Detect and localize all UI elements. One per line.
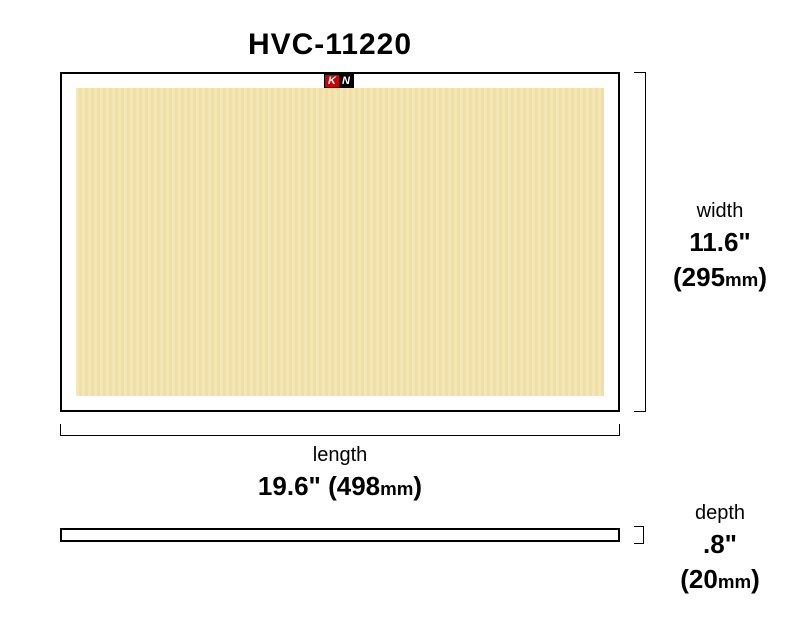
length-dimension-label: length 19.6" (498mm)	[60, 442, 620, 504]
product-model-title: HVC-11220	[0, 28, 660, 62]
width-mm-close: )	[758, 262, 767, 292]
width-value: 11.6"	[660, 225, 780, 260]
length-bracket	[60, 424, 620, 436]
width-name: width	[660, 198, 780, 225]
depth-value: .8"	[660, 527, 780, 562]
filter-depth-profile	[60, 528, 620, 542]
width-mm-open: (295	[673, 262, 725, 292]
width-bracket	[634, 72, 646, 412]
logo-k-icon: K	[325, 75, 339, 87]
length-name: length	[60, 442, 620, 469]
depth-mm-close: )	[751, 564, 760, 594]
brand-logo: K N	[324, 74, 354, 88]
length-mm-open: (498	[328, 471, 380, 501]
depth-dimension-label: depth .8" (20mm)	[660, 500, 780, 597]
length-inches: 19.6"	[258, 471, 321, 501]
filter-media	[76, 88, 604, 396]
length-mm-close: )	[413, 471, 422, 501]
length-mm-unit: mm	[380, 478, 413, 499]
width-mm-unit: mm	[725, 269, 758, 290]
filter-front-view: K N	[60, 72, 620, 412]
width-mm-line: (295mm)	[660, 260, 780, 295]
width-inches: 11.6"	[689, 227, 751, 257]
depth-mm-open: (20	[680, 564, 718, 594]
width-dimension-label: width 11.6" (295mm)	[660, 198, 780, 295]
logo-n-icon: N	[339, 75, 353, 87]
depth-inches: .8"	[703, 529, 737, 559]
depth-mm-unit: mm	[718, 571, 751, 592]
depth-name: depth	[660, 500, 780, 527]
depth-mm-line: (20mm)	[660, 562, 780, 597]
length-value: 19.6" (498mm)	[60, 469, 620, 504]
depth-bracket	[634, 526, 644, 544]
